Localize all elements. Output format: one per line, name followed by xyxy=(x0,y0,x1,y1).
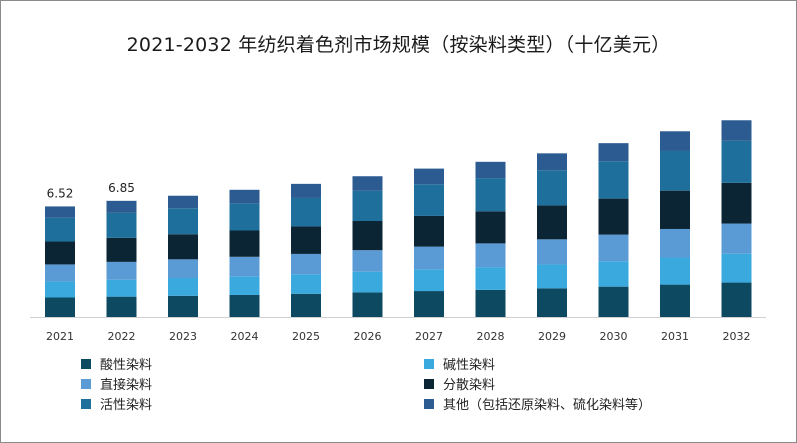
bar-segment xyxy=(537,264,567,289)
data-label: 6.52 xyxy=(47,186,74,200)
bar-segment xyxy=(352,250,383,272)
x-tick-label: 2024 xyxy=(231,330,259,343)
bar-segment xyxy=(229,294,260,317)
x-tick-label: 2028 xyxy=(477,330,505,343)
bar-segment xyxy=(106,261,137,280)
bar-segment xyxy=(475,178,506,212)
bar-segment xyxy=(45,297,75,317)
bar-segment xyxy=(352,221,383,251)
bar-segment xyxy=(291,183,321,198)
x-tick-label: 2030 xyxy=(600,330,628,343)
bar-segment xyxy=(660,228,690,258)
bar-segment xyxy=(598,286,629,317)
bar-segment xyxy=(106,237,137,262)
x-tick-label: 2023 xyxy=(169,330,197,343)
bar-segment xyxy=(721,253,752,283)
bar-segment xyxy=(106,212,137,238)
bar-segment xyxy=(660,257,690,285)
x-tick-label: 2027 xyxy=(415,330,443,343)
chart-title: 2021-2032 年纺织着色剂市场规模（按染料类型）（十亿美元） xyxy=(126,34,671,56)
bar-segment xyxy=(229,189,260,204)
bar-segment xyxy=(168,234,198,260)
bar-segment xyxy=(537,288,567,317)
bar-segment xyxy=(229,256,260,277)
bar-segment xyxy=(168,195,198,209)
bar-segment xyxy=(414,168,444,185)
x-tick-label: 2021 xyxy=(46,330,74,343)
bar-segment xyxy=(537,205,567,240)
bar-segment xyxy=(291,293,321,317)
bar-segment xyxy=(45,206,75,218)
bar-segment xyxy=(106,200,137,213)
bar-segment xyxy=(721,282,752,317)
bar-segment xyxy=(660,190,690,229)
bar-segment xyxy=(475,161,506,179)
bar-segment xyxy=(475,243,506,268)
bar-segment xyxy=(721,140,752,183)
bar-segment xyxy=(352,176,383,191)
bar-segment xyxy=(168,208,198,235)
bar-segment xyxy=(229,230,260,257)
bar-segment xyxy=(721,120,752,141)
bar-segment xyxy=(721,182,752,224)
x-tick-label: 2031 xyxy=(661,330,689,343)
x-tick-label: 2022 xyxy=(108,330,136,343)
bar-segment xyxy=(660,150,690,191)
bar-segment xyxy=(660,131,690,151)
bar-segment xyxy=(475,267,506,290)
bar-segment xyxy=(537,170,567,206)
bar-segment xyxy=(414,184,444,216)
bar-segment xyxy=(598,198,629,235)
x-tick-label: 2032 xyxy=(723,330,751,343)
bar-segment xyxy=(598,143,629,162)
bar-segment xyxy=(229,203,260,231)
bar-segment xyxy=(106,296,137,317)
bar-segment xyxy=(352,190,383,222)
bar-segment xyxy=(45,217,75,242)
bar-segment xyxy=(598,234,629,262)
bar-segment xyxy=(414,215,444,247)
x-tick-label: 2025 xyxy=(292,330,320,343)
bar-segment xyxy=(598,161,629,199)
bar-segment xyxy=(291,226,321,254)
bar-segment xyxy=(168,295,198,317)
x-tick-label: 2029 xyxy=(538,330,566,343)
bar-segment xyxy=(45,264,75,282)
bar-segment xyxy=(168,277,198,296)
bar-segment xyxy=(475,211,506,244)
bar-segment xyxy=(229,276,260,295)
bar-segment xyxy=(45,241,75,265)
bar-segment xyxy=(598,261,629,287)
bar-segment xyxy=(537,153,567,171)
bar-segment xyxy=(45,281,75,298)
x-tick-label: 2026 xyxy=(354,330,382,343)
data-label: 6.85 xyxy=(108,181,135,195)
bar-segment xyxy=(168,259,198,278)
bar-segment xyxy=(291,253,321,275)
bar-segment xyxy=(414,269,444,292)
bar-segment xyxy=(291,274,321,294)
bar-segment xyxy=(291,197,321,227)
bar-segment xyxy=(721,223,752,254)
bar-segment xyxy=(106,279,137,297)
bar-segment xyxy=(414,291,444,317)
bar-segment xyxy=(352,292,383,317)
bar-segment xyxy=(660,284,690,317)
bar-segment xyxy=(352,271,383,293)
bar-segment xyxy=(414,246,444,270)
bar-segment xyxy=(475,289,506,317)
bar-segment xyxy=(537,239,567,265)
